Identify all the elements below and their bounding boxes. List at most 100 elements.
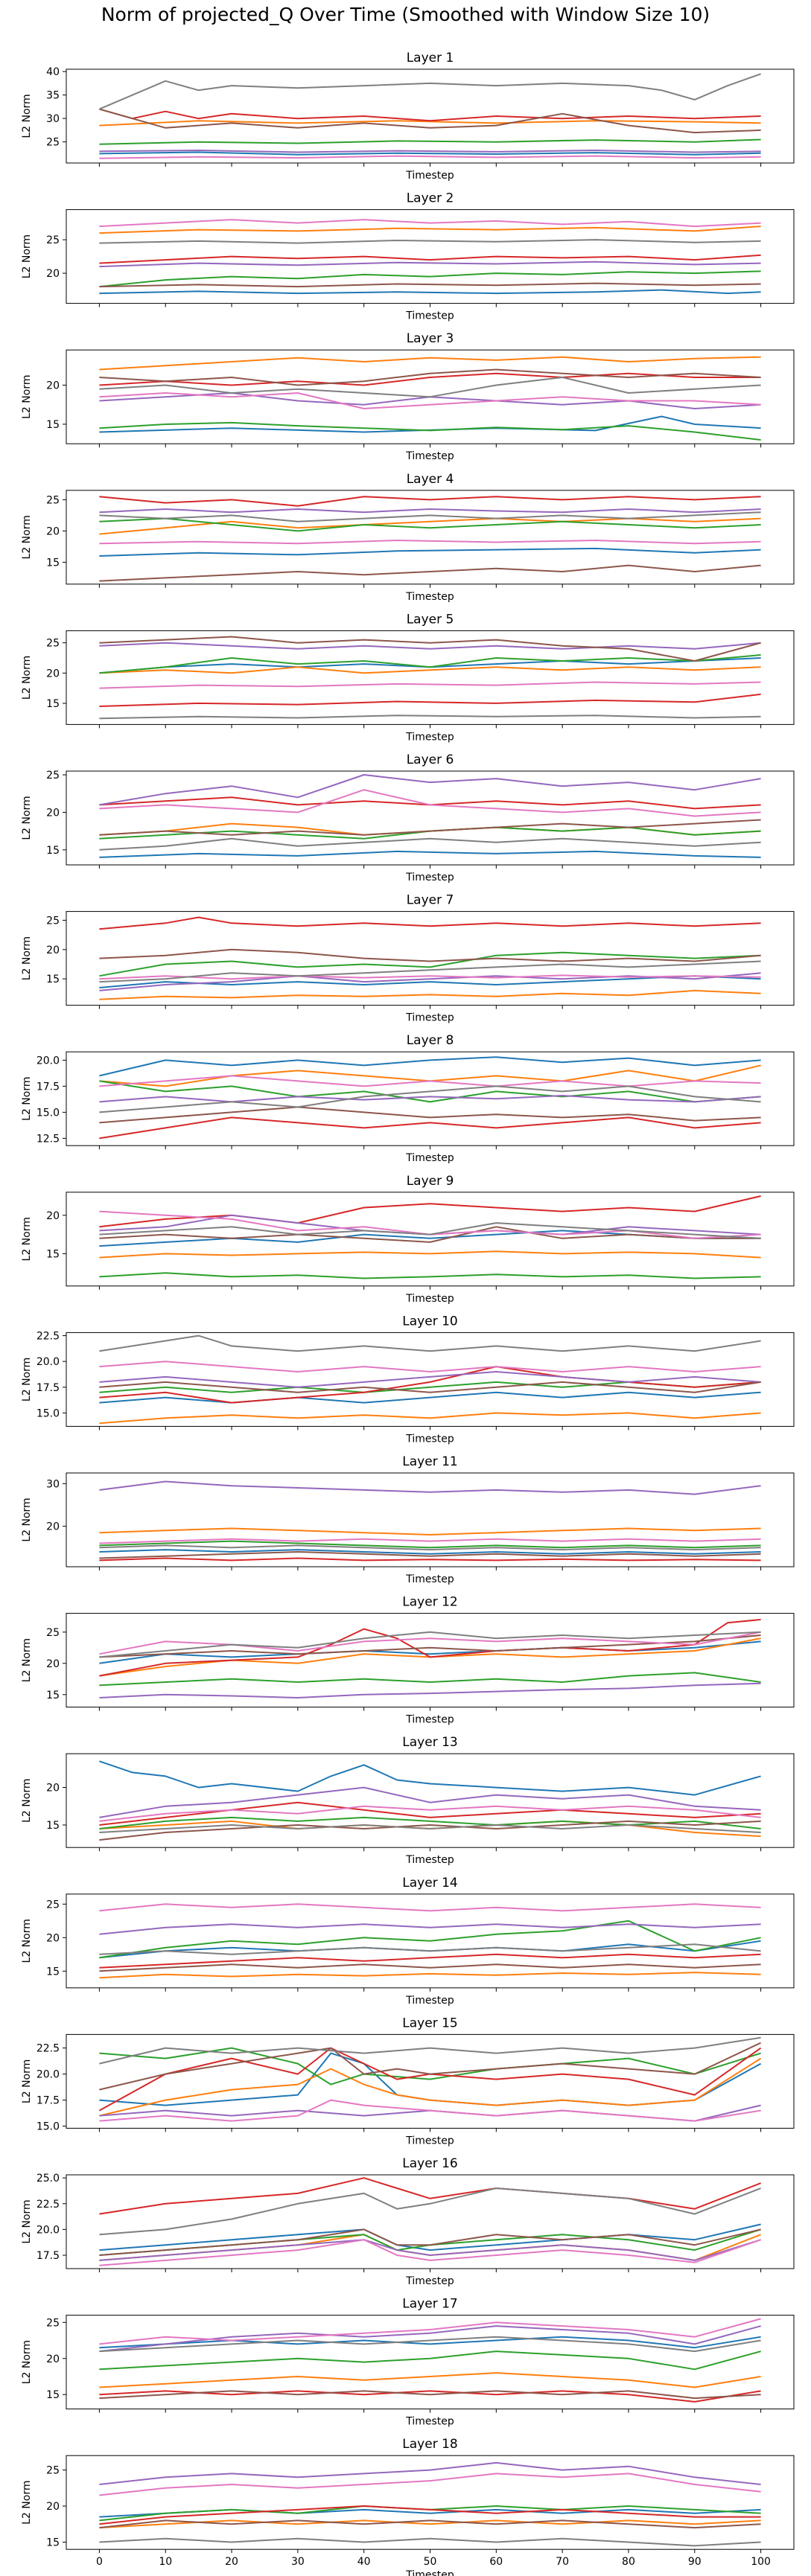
series-line [99,2461,761,2485]
subplot-title: Layer 11 [402,1454,457,1469]
series-line [99,73,761,110]
y-tick-label: 15.0 [36,1107,60,1119]
x-axis-label: Timestep [405,1854,454,1866]
series-line [99,1634,761,1658]
subplot-title: Layer 15 [402,2016,457,2030]
y-tick-label: 20 [46,1783,60,1794]
series-line [99,960,761,983]
y-axis-label: L2 Norm [21,2059,33,2103]
x-axis-label: Timestep [405,2135,454,2147]
series-line [99,564,761,582]
series-line [99,1106,761,1124]
subplot-title: Layer 12 [402,1595,457,1610]
series-line [99,2042,762,2091]
plot-frame [66,1472,795,1567]
x-tick-label: 0 [96,2556,103,2568]
series-line [99,2099,761,2122]
series-line [99,150,761,153]
y-tick-label: 25 [46,137,60,149]
series-line [99,1412,761,1425]
y-axis-label: L2 Norm [21,1779,33,1823]
subplot-layer-10: Layer 10 15.0 17.5 20.0 22.5 Timestep L2 Norm [21,1314,795,1445]
series-line [99,2519,761,2529]
subplot-title: Layer 18 [402,2437,457,2452]
series-line [99,2336,761,2349]
series-line [99,693,761,707]
x-tick-label: 10 [159,2556,172,2568]
series-line [99,1943,761,1955]
y-axis-label: L2 Norm [21,2199,33,2243]
series-line [99,517,761,535]
series-line [99,2047,761,2086]
y-tick-label: 20 [46,668,60,680]
x-tick-label: 60 [489,2556,503,2568]
subplot-layer-11: Layer 11 20 30 Timestep L2 Norm [21,1454,795,1585]
y-axis-label: L2 Norm [21,1217,33,1261]
subplot-layer-14: Layer 14 15 20 25 Timestep L2 Norm [21,1876,795,2007]
subplot-layer-18: Layer 18 15 20 25 0 10 20 30 40 50 60 70 80 90 100 Time… [21,2437,795,2576]
y-axis-label: L2 Norm [21,1498,33,1541]
y-tick-label: 15 [46,419,60,431]
y-tick-label: 20 [46,2353,60,2365]
y-axis-label: L2 Norm [21,515,33,559]
series-line [99,1361,761,1372]
series-line [99,1538,761,1544]
x-axis-label: Timestep [405,1152,454,1164]
y-axis-label: L2 Norm [21,796,33,840]
x-tick-label: 20 [225,2556,238,2568]
series-line [99,219,761,228]
x-axis-label: Timestep [405,731,454,743]
series-line [99,1672,761,1687]
series-line [99,975,761,988]
series-line [99,1557,761,1562]
y-tick-label: 20 [46,380,60,391]
series-line [99,2036,761,2065]
series-line [99,1953,761,1969]
y-axis-label: L2 Norm [21,1358,33,1402]
y-tick-label: 22.5 [36,2199,60,2211]
series-line [99,1272,761,1279]
plot-frame [66,770,795,866]
series-line [99,138,761,145]
subplot-layer-9: Layer 9 15 20 Timestep L2 Norm [21,1174,795,1305]
series-line [99,511,761,522]
series-line [99,1250,761,1259]
series-line [99,1801,761,1826]
y-tick-label: 25.0 [36,2173,60,2185]
series-line [99,1903,761,1912]
series-line [99,653,761,674]
series-line [99,2057,762,2117]
series-line [99,948,761,962]
series-line [99,1816,761,1829]
subplot-title: Layer 16 [402,2156,457,2171]
y-tick-label: 20.0 [36,1356,60,1368]
series-line [99,392,761,409]
subplot-layer-3: Layer 3 15 20 Timestep L2 Norm [21,331,795,462]
series-line [98,2047,762,2112]
subplot-layer-6: Layer 6 15 20 25 Timestep L2 Norm [21,752,795,883]
y-tick-label: 22.5 [36,2043,60,2055]
y-axis-label: L2 Norm [21,656,33,700]
series-line [99,850,761,858]
y-axis-label: L2 Norm [21,375,33,419]
y-axis-label: L2 Norm [21,1638,33,1682]
subplot-layer-13: Layer 13 15 20 Timestep L2 Norm [21,1735,795,1866]
series-line [99,2372,761,2388]
series-line [99,1972,761,1979]
y-tick-label: 22.5 [36,1331,60,1343]
y-tick-label: 15 [46,1248,60,1260]
series-line [99,377,761,398]
y-tick-label: 15.0 [36,1407,60,1419]
subplot-title: Layer 10 [402,1314,457,1329]
series-line [99,1760,761,1796]
subplot-layer-12: Layer 12 15 20 25 Timestep L2 Norm [21,1595,795,1726]
series-line [99,2505,761,2525]
series-line [99,2390,761,2400]
subplot-layer-8: Layer 8 12.5 15.0 17.5 20.0 Timestep L2 Norm [21,1033,795,1164]
series-line [99,2336,761,2353]
series-line [99,1381,761,1393]
subplot-title: Layer 17 [402,2297,457,2312]
series-line [99,666,761,674]
series-line [99,837,761,851]
